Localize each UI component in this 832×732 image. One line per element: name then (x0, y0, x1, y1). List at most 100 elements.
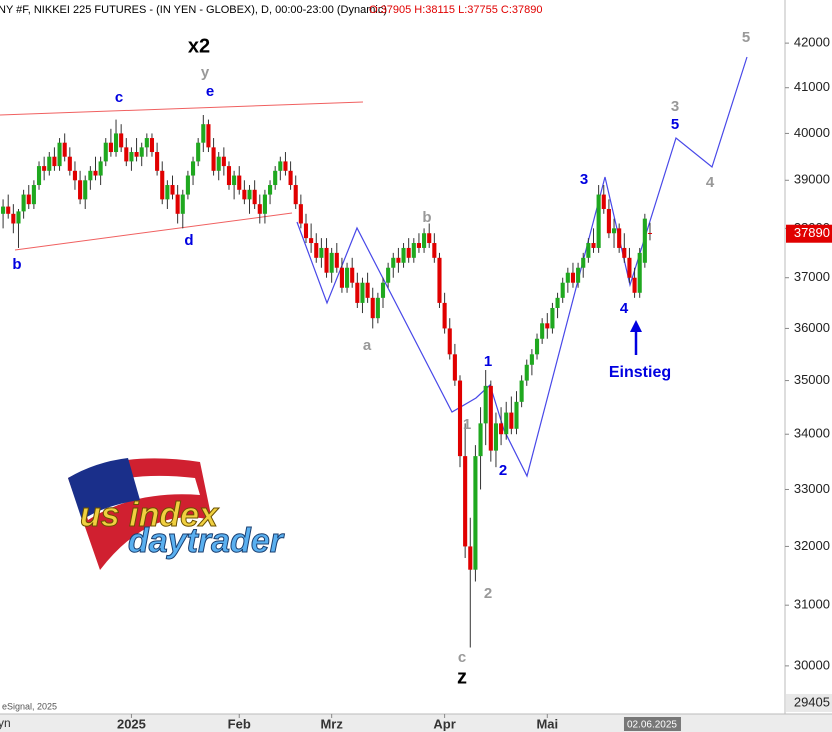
candle-body (478, 423, 483, 457)
candle-body (345, 267, 350, 288)
candle-body (540, 323, 545, 339)
candle-body (242, 189, 247, 200)
candle-body (396, 257, 401, 263)
candle-body (155, 152, 160, 171)
candle-body (21, 194, 26, 212)
candle-body (298, 204, 303, 224)
y-tick-label: 40000 (794, 125, 830, 140)
candle-body (108, 142, 113, 153)
wave-label: 3 (580, 171, 588, 188)
candle-body (31, 185, 36, 205)
channel-bottom (14, 212, 293, 251)
wave-label: y (201, 64, 210, 81)
y-tick-label: 32000 (794, 538, 830, 553)
candle-body (427, 233, 432, 244)
candle-body (267, 185, 273, 195)
candle-body (416, 243, 421, 248)
candle-body (647, 232, 653, 234)
candle-body (581, 257, 586, 268)
candle-body (98, 161, 103, 176)
candle-body (499, 423, 504, 435)
candle-body (129, 152, 134, 162)
y-tick-label: 30000 (794, 657, 830, 672)
candle-body (170, 185, 175, 195)
price-label-box (786, 224, 832, 243)
channel-top (0, 101, 364, 116)
y-tick-label: 36000 (794, 320, 830, 335)
wave-label: c (115, 89, 123, 106)
y-tick-label: 41000 (794, 79, 830, 94)
candle-body (606, 208, 611, 234)
candle-body (586, 243, 591, 258)
candle-body (6, 206, 11, 214)
candle-body (283, 161, 288, 171)
candle-body (591, 243, 596, 248)
chart-title: NY #F, NIKKEI 225 FUTURES - (IN YEN - GL… (0, 4, 387, 16)
y-tick-label: 37000 (794, 269, 830, 284)
candle-body (339, 267, 344, 288)
wave-label: b (12, 256, 21, 273)
candle-body (216, 156, 221, 171)
candle-body (124, 147, 129, 162)
x-tick-label: Mai (536, 716, 558, 731)
y-tick-label: 34000 (794, 426, 830, 441)
wave-label: a (363, 337, 372, 354)
candle-body (139, 147, 144, 157)
candle-body (11, 213, 16, 224)
wave-label: 1 (484, 353, 492, 370)
candle-body (119, 133, 124, 148)
candle-body (545, 323, 550, 329)
candle-body (175, 194, 180, 214)
candle-body (422, 233, 427, 248)
x-tick-label: Mrz (320, 716, 343, 731)
candle-body (196, 142, 201, 162)
candle-body (529, 354, 534, 365)
wave-label: 5 (671, 116, 679, 133)
candle-body (113, 133, 119, 153)
candle-body (67, 156, 72, 171)
candle-body (375, 297, 380, 319)
candle-body (447, 328, 452, 355)
candle-body (401, 247, 406, 263)
candle-body (622, 247, 627, 258)
candle-body (83, 180, 88, 200)
wave-label: x2 (188, 35, 210, 57)
x-tick-label: Apr (433, 716, 455, 731)
candle-body (247, 189, 252, 200)
candle-body (576, 267, 581, 283)
y-tick-label: 33000 (794, 481, 830, 496)
candle-body (293, 185, 298, 205)
wave-label: 1 (463, 416, 471, 433)
copyright: eSignal, 2025 (2, 701, 57, 711)
wave-label: e (206, 83, 214, 100)
candle-body (273, 170, 278, 186)
candle-body (52, 156, 57, 167)
candle-body (550, 307, 555, 329)
price-axis-bg (785, 0, 832, 714)
wave-label: Einstieg (609, 364, 671, 381)
candle-body (42, 166, 47, 171)
candle-body (288, 170, 293, 186)
candle-body (560, 282, 565, 298)
candle-body (57, 142, 62, 167)
cursor-date: 02.06.2025 (627, 720, 677, 731)
candle-body (160, 170, 165, 200)
candle-body (380, 282, 386, 298)
candle-body (570, 272, 576, 283)
candle-body (627, 257, 632, 278)
y-tick-label: 42000 (794, 35, 830, 50)
candle-body (555, 297, 560, 308)
candle-body (406, 247, 411, 258)
candle-body (617, 228, 622, 248)
wave-label: 3 (671, 98, 679, 115)
candle-body (319, 247, 324, 258)
candle-body (365, 282, 370, 298)
logo-text: daytrader (128, 522, 285, 560)
candle-body (329, 252, 334, 273)
wave-label: 2 (499, 462, 507, 479)
candle-body (134, 152, 139, 157)
candle-body (437, 257, 442, 303)
candle-body (411, 243, 416, 258)
candle-body (370, 297, 375, 319)
candle-body (226, 166, 232, 186)
